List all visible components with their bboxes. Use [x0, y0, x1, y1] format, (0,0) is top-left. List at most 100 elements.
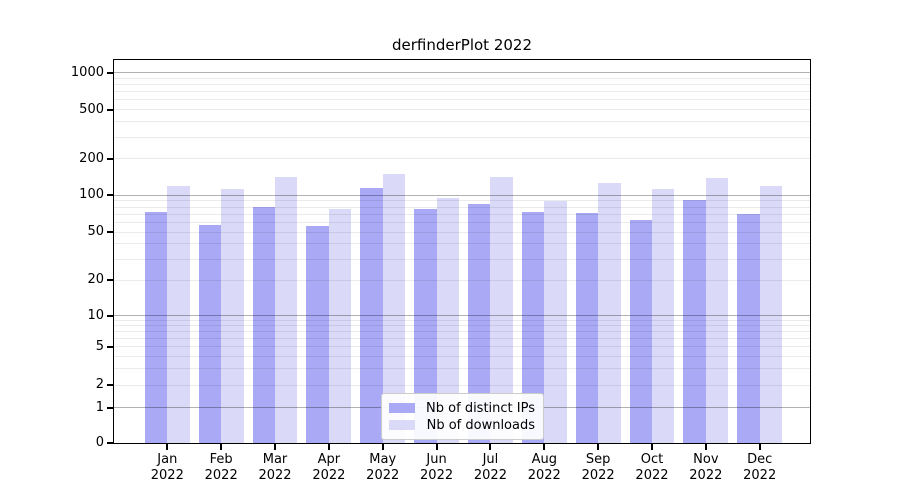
gridline-minor-6: [114, 338, 810, 340]
y-tick-mark-200: [107, 157, 113, 160]
bar-oct-downloads: [651, 189, 675, 443]
bar-apr-distinct-ips: [306, 226, 329, 443]
x-tick-label-sep: Sep 2022: [581, 452, 615, 483]
gridline-minor-9: [114, 319, 810, 321]
bar-mar-distinct-ips: [252, 207, 276, 443]
gridline-minor-800: [114, 84, 810, 86]
bar-jul-distinct-ips: [468, 204, 491, 443]
bar-aug-distinct-ips: [521, 211, 545, 443]
x-tick-label-apr: Apr 2022: [312, 452, 346, 483]
y-tick-mark-2: [107, 384, 113, 387]
x-tick-mark-dec: [758, 444, 761, 450]
bar-jul-downloads: [490, 176, 513, 443]
gridline-minor-40: [114, 243, 810, 245]
gridline-minor-300: [114, 136, 810, 138]
y-tick-mark-50: [107, 231, 113, 234]
gridline-minor-600: [114, 99, 810, 101]
gridline-minor-4: [114, 355, 810, 357]
y-tick-label-20: 20: [87, 272, 104, 288]
bar-jan-downloads: [167, 186, 190, 443]
x-tick-mark-aug: [543, 444, 546, 450]
bar-feb-distinct-ips: [198, 225, 222, 443]
gridline-minor-900: [114, 77, 810, 79]
x-tick-mark-feb: [220, 444, 223, 450]
x-tick-label-jun: Jun 2022: [420, 452, 454, 483]
x-tick-label-dec: Dec 2022: [743, 452, 777, 483]
x-tick-mark-oct: [650, 444, 653, 450]
y-tick-mark-500: [107, 108, 113, 111]
gridline-major-10: [114, 315, 810, 317]
x-tick-label-mar: Mar 2022: [258, 452, 292, 483]
legend-label-distinct-ips: Nb of distinct IPs: [426, 400, 535, 416]
gridline-minor-7: [114, 331, 810, 333]
y-tick-mark-5: [107, 345, 113, 348]
bar-may-distinct-ips: [360, 187, 383, 443]
y-tick-label-50: 50: [87, 224, 104, 240]
x-tick-mark-may: [381, 444, 384, 450]
x-tick-mark-apr: [327, 444, 330, 450]
legend-row-downloads: Nb of downloads: [389, 417, 535, 433]
y-tick-label-1000: 1000: [70, 64, 104, 80]
bar-sep-distinct-ips: [575, 213, 599, 443]
gridline-minor-50: [114, 231, 810, 233]
gridline-minor-700: [114, 91, 810, 93]
x-tick-mark-mar: [274, 444, 277, 450]
x-tick-label-jan: Jan 2022: [150, 452, 184, 483]
gridline-major-1000: [114, 72, 810, 74]
x-tick-label-may: May 2022: [366, 452, 400, 483]
y-tick-label-100: 100: [79, 187, 104, 203]
legend-row-distinct-ips: Nb of distinct IPs: [389, 400, 535, 416]
legend-swatch-downloads: [389, 420, 415, 430]
plot-area: 0 1 2 5 10 20 50 100 200 500 1000 Jan 2022 Feb 2022 M…: [71, 59, 811, 483]
legend-swatch-distinct-ips: [389, 403, 415, 413]
y-tick-label-10: 10: [87, 307, 104, 323]
y-tick-label-5: 5: [95, 338, 104, 354]
bar-jun-distinct-ips: [414, 209, 437, 443]
bar-jun-downloads: [436, 197, 459, 443]
gridline-minor-70: [114, 213, 810, 215]
x-tick-mark-jan: [166, 444, 169, 450]
bar-nov-distinct-ips: [683, 200, 706, 443]
gridline-minor-20: [114, 279, 810, 281]
x-tick-mark-sep: [597, 444, 600, 450]
y-tick-mark-10: [107, 314, 113, 317]
bar-jan-distinct-ips: [144, 211, 168, 443]
x-tick-label-oct: Oct 2022: [635, 452, 669, 483]
bar-sep-downloads: [598, 183, 621, 443]
bar-feb-downloads: [221, 189, 244, 443]
bar-apr-downloads: [328, 209, 352, 443]
legend-label-downloads: Nb of downloads: [426, 417, 535, 433]
y-tick-label-200: 200: [79, 150, 104, 166]
gridline-minor-80: [114, 206, 810, 208]
y-tick-label-1: 1: [95, 399, 104, 415]
bar-aug-downloads: [544, 200, 567, 443]
gridline-minor-2: [114, 384, 810, 386]
gridline-minor-90: [114, 200, 810, 202]
legend: Nb of distinct IPs Nb of downloads: [381, 393, 544, 440]
gridline-minor-8: [114, 325, 810, 327]
y-tick-mark-20: [107, 279, 113, 282]
bar-dec-downloads: [759, 185, 783, 443]
gridline-minor-400: [114, 121, 810, 123]
gridline-minor-200: [114, 158, 810, 160]
y-tick-label-0: 0: [95, 435, 104, 450]
x-tick-label-jul: Jul 2022: [473, 452, 507, 483]
bar-nov-downloads: [705, 177, 729, 443]
gridline-minor-60: [114, 221, 810, 223]
y-tick-label-2: 2: [95, 377, 104, 393]
chart-title: derfinderPlot 2022: [391, 36, 532, 54]
y-tick-mark-0: [107, 442, 113, 444]
x-tick-mark-nov: [704, 444, 707, 450]
bar-may-downloads: [382, 174, 406, 443]
x-tick-label-aug: Aug 2022: [527, 452, 561, 483]
bar-oct-distinct-ips: [629, 219, 652, 443]
x-tick-label-feb: Feb 2022: [204, 452, 238, 483]
bar-dec-distinct-ips: [737, 214, 760, 443]
gridline-major-100: [114, 194, 810, 196]
y-tick-mark-1: [107, 406, 113, 409]
bar-mar-downloads: [275, 177, 298, 443]
y-tick-mark-100: [107, 194, 113, 197]
gridline-minor-500: [114, 109, 810, 111]
x-tick-label-nov: Nov 2022: [689, 452, 723, 483]
